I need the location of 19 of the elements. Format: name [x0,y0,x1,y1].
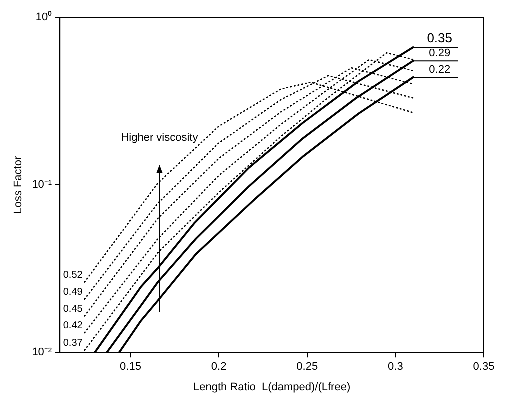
series-label: 0.45 [63,304,84,315]
annotation: Higher viscosity [121,132,199,144]
y-tick-label: 10⁰ [36,10,52,24]
series-label: 0.37 [63,338,84,350]
series-label: 0.22 [429,64,451,76]
y-tick-label: 10⁻¹ [32,179,52,192]
series-label: 0.52 [63,270,84,282]
x-tick-label: 0.2 [211,361,227,374]
x-axis-title: Length Ratio L(damped)/(Lfree) [193,381,351,394]
y-tick-label: 10⁻² [32,346,52,359]
series-label: 0.49 [63,287,84,298]
series-label: 0.29 [429,48,451,60]
x-tick-label: 0.25 [296,361,318,374]
y-axis-title: Loss Factor [12,156,25,214]
series-label: 0.42 [63,320,84,332]
x-tick-label: 0.15 [120,361,142,374]
x-tick-label: 0.3 [388,361,404,374]
series-label: 0.35 [427,30,453,46]
x-tick-label: 0.35 [473,361,495,374]
